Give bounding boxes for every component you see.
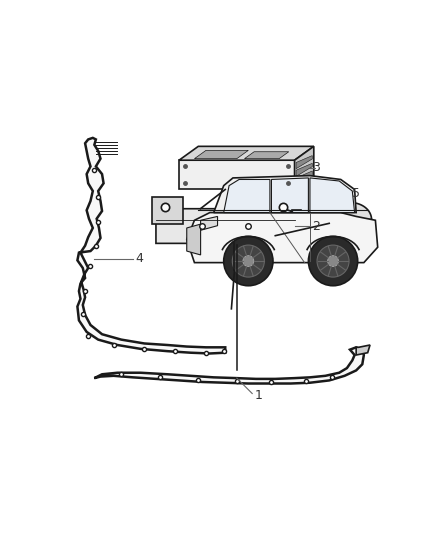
Polygon shape <box>294 147 314 189</box>
Polygon shape <box>296 171 312 185</box>
Polygon shape <box>94 348 364 384</box>
Polygon shape <box>78 138 225 353</box>
Polygon shape <box>272 199 294 224</box>
Polygon shape <box>187 213 378 263</box>
Text: 2: 2 <box>312 220 320 232</box>
Polygon shape <box>179 160 294 189</box>
Circle shape <box>328 256 339 266</box>
Text: 4: 4 <box>135 252 143 265</box>
Text: 5: 5 <box>352 187 360 200</box>
Polygon shape <box>310 178 355 213</box>
Circle shape <box>232 245 265 277</box>
Polygon shape <box>301 206 316 214</box>
Polygon shape <box>356 345 370 355</box>
Circle shape <box>243 256 254 266</box>
Polygon shape <box>156 209 294 244</box>
Ellipse shape <box>329 215 371 224</box>
Polygon shape <box>194 150 248 159</box>
Polygon shape <box>201 216 218 230</box>
Polygon shape <box>224 180 270 213</box>
Polygon shape <box>179 147 314 160</box>
Polygon shape <box>296 156 312 168</box>
Polygon shape <box>214 175 356 213</box>
Text: 1: 1 <box>254 389 262 402</box>
Circle shape <box>224 237 273 286</box>
Circle shape <box>308 237 358 286</box>
Polygon shape <box>329 203 371 220</box>
Polygon shape <box>296 163 312 176</box>
Polygon shape <box>152 197 183 224</box>
Circle shape <box>317 245 349 277</box>
Polygon shape <box>272 178 308 213</box>
Text: 3: 3 <box>312 161 320 174</box>
Polygon shape <box>187 224 201 255</box>
Polygon shape <box>244 152 289 159</box>
